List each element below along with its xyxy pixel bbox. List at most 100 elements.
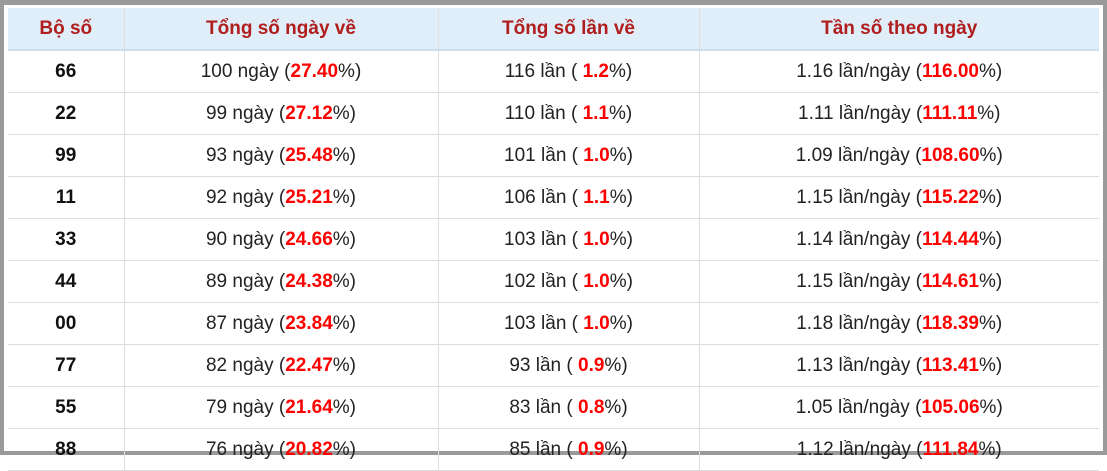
table-row: 00 87 ngày (23.84%) 103 lần ( 1.0%) 1.18 lầ… bbox=[8, 302, 1099, 345]
cell-text: %) bbox=[604, 396, 628, 418]
cell-text: %) bbox=[978, 438, 1002, 460]
cell-text: %) bbox=[979, 144, 1003, 166]
cell-text: %) bbox=[332, 438, 356, 460]
percent-value: 24.38 bbox=[285, 270, 333, 292]
times-cell: 106 lần ( 1.1%) bbox=[438, 176, 700, 219]
number-pair: 22 bbox=[8, 92, 125, 135]
percent-value: 116.00 bbox=[921, 60, 980, 82]
stats-table: Bộ số Tổng số ngày về Tổng số lần về Tần số… bbox=[8, 8, 1099, 471]
freq-cell: 1.14 lần/ngày (114.44%) bbox=[699, 218, 1099, 261]
freq-cell: 1.15 lần/ngày (114.61%) bbox=[699, 260, 1099, 303]
cell-text: %) bbox=[609, 102, 633, 124]
cell-text: 87 ngày ( bbox=[205, 312, 286, 334]
cell-text: 1.12 lần/ngày ( bbox=[796, 438, 923, 460]
cell-text: %) bbox=[332, 312, 356, 334]
percent-value: 25.48 bbox=[285, 144, 333, 166]
cell-text: %) bbox=[979, 186, 1003, 208]
percent-value: 23.84 bbox=[285, 312, 333, 334]
column-header: Tần số theo ngày bbox=[699, 8, 1099, 51]
percent-value: 118.39 bbox=[921, 312, 980, 334]
cell-text: %) bbox=[979, 396, 1003, 418]
percent-value: 111.11 bbox=[922, 102, 978, 124]
times-cell: 110 lần ( 1.1%) bbox=[438, 92, 700, 135]
days-cell: 100 ngày (27.40%) bbox=[124, 50, 439, 93]
percent-value: 108.60 bbox=[921, 144, 980, 166]
table-row: 99 93 ngày (25.48%) 101 lần ( 1.0%) 1.09 lầ… bbox=[8, 134, 1099, 177]
table-row: 33 90 ngày (24.66%) 103 lần ( 1.0%) 1.14 lầ… bbox=[8, 218, 1099, 261]
times-cell: 116 lần ( 1.2%) bbox=[438, 50, 700, 93]
percent-value: 114.61 bbox=[921, 270, 980, 292]
percent-value: 0.8 bbox=[578, 396, 605, 418]
percent-value: 1.2 bbox=[582, 60, 609, 82]
cell-text: %) bbox=[332, 102, 356, 124]
number-pair: 77 bbox=[8, 344, 125, 387]
percent-value: 27.12 bbox=[285, 102, 333, 124]
freq-cell: 1.12 lần/ngày (111.84%) bbox=[699, 428, 1099, 471]
cell-text: %) bbox=[609, 144, 633, 166]
cell-text: %) bbox=[609, 228, 633, 250]
cell-text: 1.11 lần/ngày ( bbox=[798, 102, 923, 124]
days-cell: 76 ngày (20.82%) bbox=[124, 428, 439, 471]
number-pair: 11 bbox=[8, 176, 125, 219]
cell-text: 1.18 lần/ngày ( bbox=[796, 312, 922, 334]
cell-text: 1.14 lần/ngày ( bbox=[796, 228, 922, 250]
number-pair: 00 bbox=[8, 302, 125, 345]
cell-text: 1.15 lần/ngày ( bbox=[796, 270, 922, 292]
cell-text: 85 lần ( bbox=[509, 438, 578, 460]
cell-text: %) bbox=[609, 270, 633, 292]
cell-text: 103 lần ( bbox=[504, 312, 584, 334]
times-cell: 93 lần ( 0.9%) bbox=[438, 344, 700, 387]
cell-text: 110 lần ( bbox=[504, 102, 583, 124]
days-cell: 90 ngày (24.66%) bbox=[124, 218, 439, 261]
percent-value: 115.22 bbox=[921, 186, 980, 208]
cell-text: 92 ngày ( bbox=[205, 186, 286, 208]
number-pair: 44 bbox=[8, 260, 125, 303]
table-row: 66 100 ngày (27.40%) 116 lần ( 1.2%) 1.16 l… bbox=[8, 50, 1099, 93]
cell-text: 116 lần ( bbox=[504, 60, 583, 82]
cell-text: 1.09 lần/ngày ( bbox=[795, 144, 922, 166]
cell-text: 89 ngày ( bbox=[205, 270, 286, 292]
days-cell: 79 ngày (21.64%) bbox=[124, 386, 439, 429]
freq-cell: 1.18 lần/ngày (118.39%) bbox=[699, 302, 1099, 345]
percent-value: 21.64 bbox=[285, 396, 333, 418]
freq-cell: 1.16 lần/ngày (116.00%) bbox=[699, 50, 1099, 93]
cell-text: 83 lần ( bbox=[509, 396, 578, 418]
cell-text: %) bbox=[332, 186, 356, 208]
cell-text: 93 ngày ( bbox=[205, 144, 286, 166]
percent-value: 1.0 bbox=[583, 312, 610, 334]
cell-text: %) bbox=[979, 312, 1003, 334]
table-row: 88 76 ngày (20.82%) 85 lần ( 0.9%) 1.12 lần… bbox=[8, 428, 1099, 471]
cell-text: %) bbox=[979, 60, 1003, 82]
cell-text: 82 ngày ( bbox=[205, 354, 286, 376]
cell-text: 93 lần ( bbox=[509, 354, 578, 376]
freq-cell: 1.11 lần/ngày (111.11%) bbox=[699, 92, 1099, 135]
percent-value: 0.9 bbox=[578, 354, 605, 376]
cell-text: 1.13 lần/ngày ( bbox=[796, 354, 922, 376]
column-header: Bộ số bbox=[8, 8, 125, 51]
cell-text: 100 ngày ( bbox=[200, 60, 291, 82]
cell-text: 1.16 lần/ngày ( bbox=[796, 60, 922, 82]
days-cell: 99 ngày (27.12%) bbox=[124, 92, 439, 135]
cell-text: %) bbox=[979, 228, 1003, 250]
number-pair: 88 bbox=[8, 428, 125, 471]
times-cell: 101 lần ( 1.0%) bbox=[438, 134, 700, 177]
percent-value: 1.0 bbox=[583, 144, 610, 166]
days-cell: 89 ngày (24.38%) bbox=[124, 260, 439, 303]
table-row: 11 92 ngày (25.21%) 106 lần ( 1.1%) 1.15 lầ… bbox=[8, 176, 1099, 219]
cell-text: 103 lần ( bbox=[504, 228, 584, 250]
cell-text: %) bbox=[604, 354, 628, 376]
cell-text: 99 ngày ( bbox=[205, 102, 286, 124]
cell-text: %) bbox=[609, 60, 633, 82]
table-row: 55 79 ngày (21.64%) 83 lần ( 0.8%) 1.05 lần… bbox=[8, 386, 1099, 429]
cell-text: %) bbox=[338, 60, 362, 82]
percent-value: 1.0 bbox=[583, 270, 610, 292]
percent-value: 114.44 bbox=[921, 228, 980, 250]
percent-value: 111.84 bbox=[922, 438, 979, 460]
table-row: 44 89 ngày (24.38%) 102 lần ( 1.0%) 1.15 lầ… bbox=[8, 260, 1099, 303]
cell-text: %) bbox=[332, 228, 356, 250]
cell-text: %) bbox=[609, 186, 633, 208]
cell-text: %) bbox=[604, 438, 628, 460]
cell-text: %) bbox=[332, 144, 356, 166]
freq-cell: 1.15 lần/ngày (115.22%) bbox=[699, 176, 1099, 219]
percent-value: 113.41 bbox=[921, 354, 980, 376]
